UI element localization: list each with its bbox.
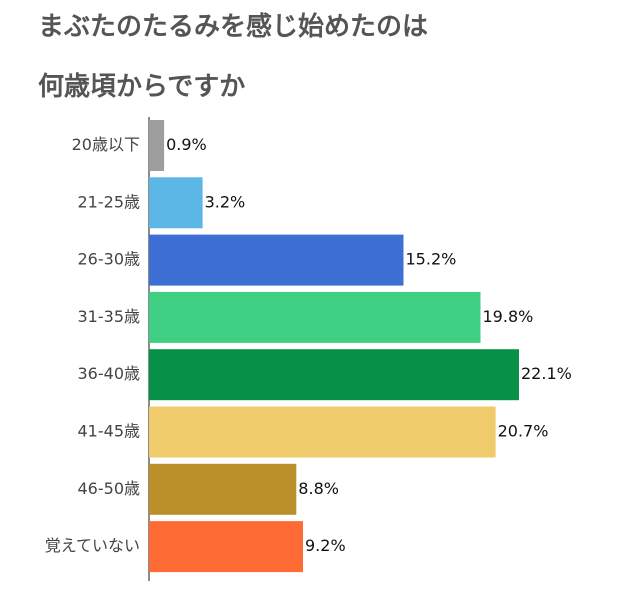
bar: [149, 349, 519, 401]
value-label: 15.2%: [406, 250, 457, 269]
value-label: 9.2%: [305, 536, 346, 555]
value-label: 22.1%: [521, 364, 572, 383]
value-label: 20.7%: [498, 422, 549, 441]
category-label: 31-35歳: [78, 307, 141, 326]
category-label: 20歳以下: [72, 135, 140, 154]
category-label: 覚えていない: [45, 536, 140, 555]
bar: [149, 521, 303, 573]
bar: [149, 120, 165, 171]
category-label: 36-40歳: [78, 364, 141, 383]
bar: [149, 463, 297, 515]
bar: [149, 177, 203, 229]
value-label: 3.2%: [205, 192, 246, 211]
value-label: 19.8%: [483, 307, 534, 326]
bar: [149, 234, 404, 286]
category-label: 41-45歳: [78, 422, 141, 441]
bar: [149, 291, 481, 343]
chart-title-line-1: まぶたのたるみを感じ始めたのは: [38, 12, 429, 42]
category-label: 26-30歳: [78, 250, 141, 269]
value-label: 0.9%: [166, 135, 207, 154]
category-label: 21-25歳: [78, 192, 141, 211]
value-label: 8.8%: [298, 479, 339, 498]
chart-title-line-2: 何歳頃からですか: [38, 72, 246, 102]
bar: [149, 406, 496, 458]
category-label: 46-50歳: [78, 479, 141, 498]
